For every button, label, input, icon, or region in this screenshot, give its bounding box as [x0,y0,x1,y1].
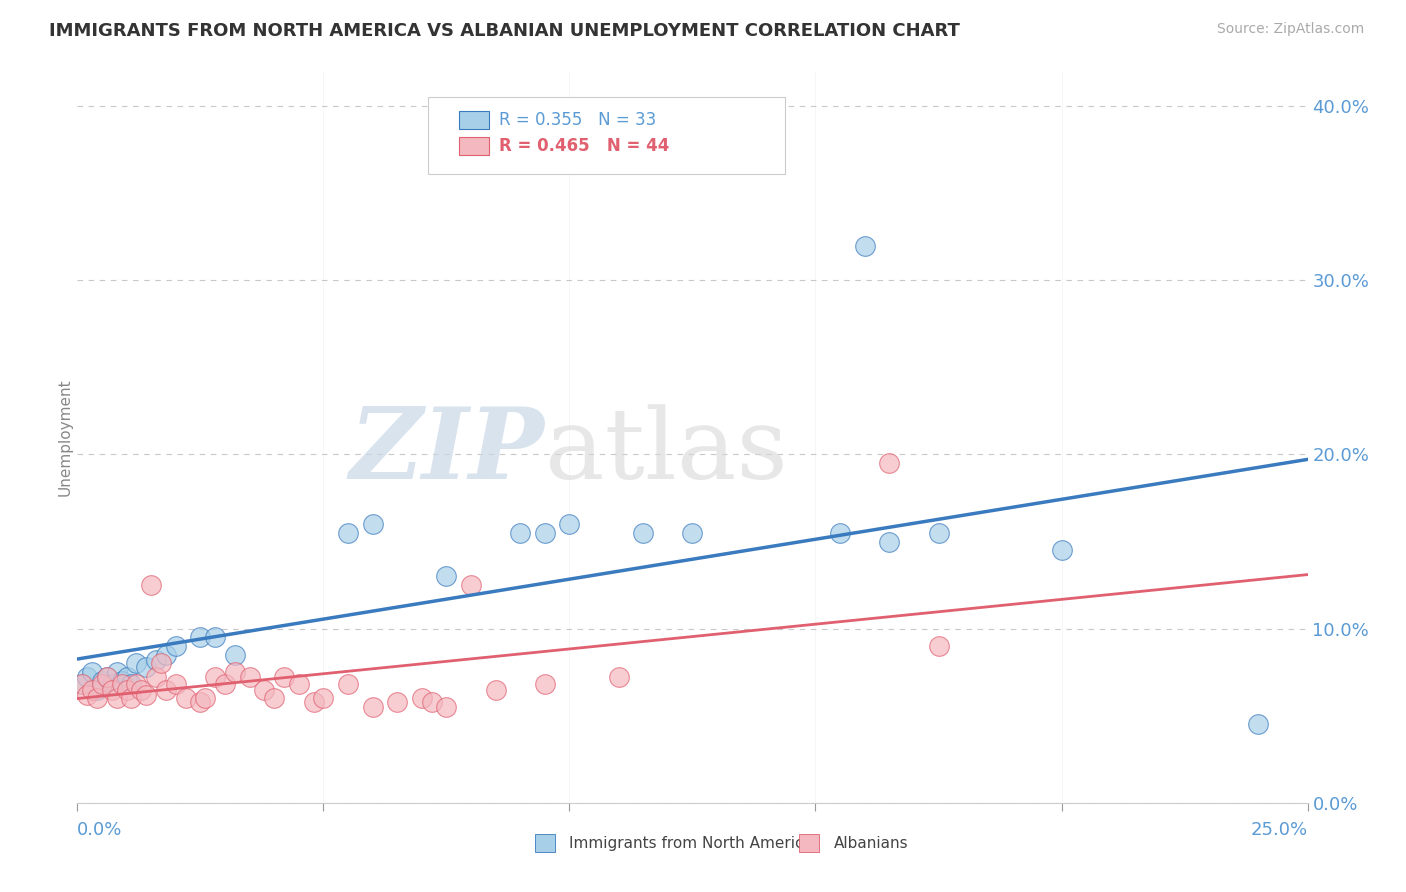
Point [105,665,128,680]
Point [165,639,187,653]
Point [534,525,557,540]
Point [385,695,409,709]
Point [1247,717,1270,731]
Point [90,673,114,688]
FancyBboxPatch shape [427,97,785,174]
Point [337,525,360,540]
Point [188,695,212,709]
Point [682,525,704,540]
Text: Immigrants from North America: Immigrants from North America [569,836,813,851]
Point [125,677,148,691]
Point [224,665,246,680]
Point [174,691,197,706]
Point [361,700,384,714]
Point [135,660,157,674]
Point [76,670,98,684]
Point [420,695,443,709]
Point [145,653,167,667]
Y-axis label: Unemployment: Unemployment [58,378,73,496]
Point [302,695,325,709]
Point [111,677,132,691]
FancyBboxPatch shape [458,111,489,129]
Point [155,648,177,662]
Point [312,691,335,706]
Point [150,657,173,671]
Point [263,691,285,706]
Point [90,677,114,691]
Point [76,688,98,702]
Point [82,665,104,680]
Point [436,569,458,583]
Point [115,670,138,684]
Point [86,691,108,706]
Point [239,670,262,684]
Text: Albanians: Albanians [834,836,908,851]
Point [141,578,163,592]
Point [96,670,118,684]
FancyBboxPatch shape [800,834,820,852]
Point [273,670,295,684]
Text: 0.0%: 0.0% [77,821,122,839]
Point [101,677,124,691]
Point [165,677,187,691]
Point [853,238,876,252]
FancyBboxPatch shape [458,137,489,155]
Point [288,677,311,691]
Point [361,517,384,532]
Point [224,648,246,662]
Point [830,525,852,540]
Point [115,682,138,697]
Text: Source: ZipAtlas.com: Source: ZipAtlas.com [1216,22,1364,37]
Point [155,682,177,697]
Point [121,691,143,706]
Point [411,691,433,706]
Point [214,677,236,691]
Point [101,682,124,697]
Point [879,456,901,470]
Point [188,631,212,645]
Point [337,677,360,691]
Point [509,525,531,540]
Point [145,670,167,684]
Point [105,691,128,706]
Point [204,670,226,684]
Text: atlas: atlas [546,404,787,500]
Point [194,691,217,706]
Point [129,682,153,697]
Point [928,525,950,540]
Point [633,525,655,540]
Point [96,670,118,684]
Text: IMMIGRANTS FROM NORTH AMERICA VS ALBANIAN UNEMPLOYMENT CORRELATION CHART: IMMIGRANTS FROM NORTH AMERICA VS ALBANIA… [49,22,960,40]
Point [928,639,950,653]
Point [558,517,581,532]
Point [204,631,226,645]
Text: R = 0.355   N = 33: R = 0.355 N = 33 [499,111,657,128]
Point [86,682,108,697]
Point [253,682,276,697]
Point [125,657,148,671]
Point [460,578,482,592]
Text: R = 0.465   N = 44: R = 0.465 N = 44 [499,137,669,155]
Point [82,682,104,697]
Point [607,670,630,684]
Point [135,688,157,702]
Point [534,677,557,691]
Point [70,677,93,691]
Point [1050,543,1073,558]
Point [70,677,93,691]
Point [111,673,132,688]
Point [436,700,458,714]
Point [485,682,508,697]
Text: ZIP: ZIP [350,403,546,500]
FancyBboxPatch shape [536,834,555,852]
Point [121,677,143,691]
Point [879,534,901,549]
Text: 25.0%: 25.0% [1250,821,1308,839]
